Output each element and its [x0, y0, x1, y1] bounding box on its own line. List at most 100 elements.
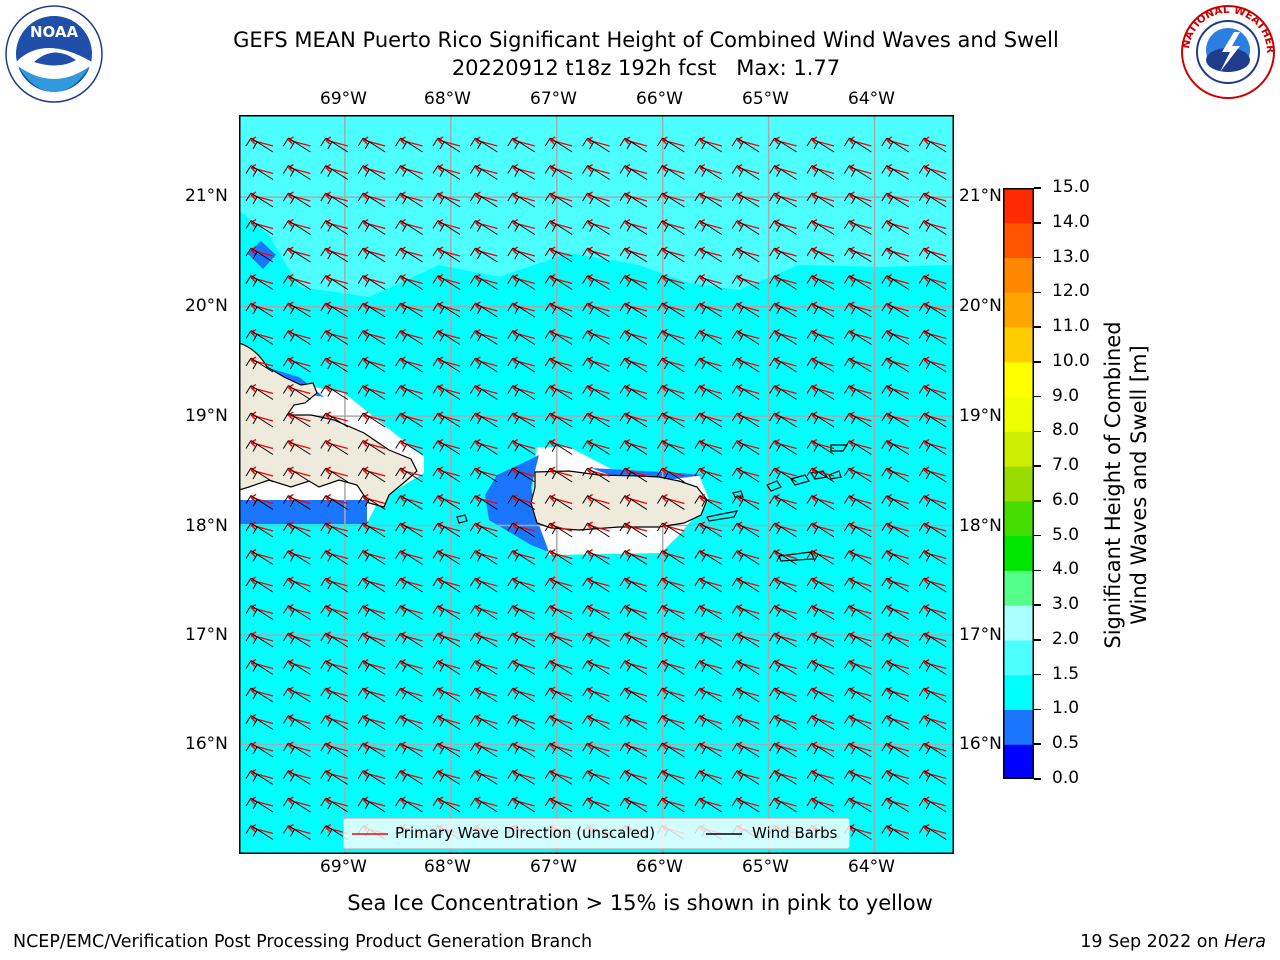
wave-arrow — [325, 411, 348, 422]
wind-barb — [469, 467, 498, 483]
wind-barb — [544, 165, 573, 180]
wind-barb — [694, 275, 723, 290]
colorbar-tick-mark — [1034, 222, 1041, 224]
wind-barb — [656, 577, 685, 593]
wind-barb — [469, 550, 498, 565]
wind-barb — [544, 357, 573, 373]
wind-barb — [507, 302, 536, 318]
wind-barb — [918, 687, 947, 703]
wave-arrow — [325, 383, 348, 395]
wave-arrow — [474, 631, 498, 642]
wave-arrow — [736, 713, 760, 725]
wave-arrow — [587, 521, 610, 532]
wave-arrow — [512, 658, 535, 670]
wind-barb — [881, 467, 910, 483]
wind-barb — [507, 577, 536, 593]
wind-barb — [245, 742, 274, 758]
wind-barb — [881, 522, 910, 538]
wave-arrow — [774, 603, 797, 615]
wind-barb — [245, 660, 274, 675]
wave-arrow — [699, 136, 722, 147]
wave-arrow — [699, 273, 722, 285]
wave-arrow — [923, 383, 947, 395]
lon-label: 64°W — [848, 89, 895, 109]
vieques-island — [706, 510, 739, 522]
noaa-logo-text: NOAA — [30, 23, 79, 41]
wind-barb — [769, 137, 797, 153]
wind-barb — [507, 192, 536, 208]
wave-arrow — [923, 741, 947, 752]
wind-barb — [245, 220, 274, 235]
wave-arrow — [287, 823, 311, 835]
wind-barb — [656, 385, 685, 400]
wind-barb — [881, 385, 910, 400]
wind-barb — [843, 605, 872, 620]
wave-arrow — [886, 438, 909, 450]
wave-arrow — [549, 301, 573, 312]
wind-barb — [544, 330, 573, 345]
wave-arrow — [886, 576, 909, 587]
wave-arrow — [661, 191, 685, 202]
wave-arrow — [437, 136, 461, 147]
wave-arrow — [587, 273, 610, 285]
wind-barb — [694, 247, 723, 263]
wind-barb — [656, 137, 685, 153]
wind-barb — [357, 577, 386, 593]
wave-arrow — [549, 246, 573, 257]
wind-barb — [357, 467, 386, 483]
wind-barb — [918, 495, 947, 510]
wave-arrow — [811, 218, 835, 230]
wind-barb — [432, 632, 461, 648]
colorbar-tick-mark — [1034, 569, 1041, 572]
wave-arrow — [923, 686, 947, 697]
wind-barb — [619, 467, 648, 483]
wave-arrow — [736, 246, 760, 257]
wave-arrow — [624, 768, 648, 780]
wind-barb — [282, 742, 311, 758]
wave-arrow — [325, 576, 348, 587]
wind-barb — [843, 247, 872, 263]
wave-arrow — [400, 521, 423, 532]
wind-barb — [656, 632, 685, 648]
wave-arrow — [400, 576, 423, 587]
wind-barb — [320, 247, 349, 263]
wave-arrow — [661, 796, 685, 807]
wave-arrow — [362, 548, 386, 560]
wave-arrow — [736, 493, 760, 505]
wind-barb — [469, 192, 498, 208]
nws-logo: NATIONAL WEATHER SERVICE — [1174, 0, 1278, 102]
wave-arrow — [474, 768, 498, 780]
wave-arrow — [549, 713, 573, 725]
wave-arrow — [362, 631, 386, 642]
wind-barb — [843, 522, 872, 538]
wind-barb — [881, 137, 910, 153]
wind-barb — [282, 357, 311, 373]
wind-barb — [469, 302, 498, 318]
wind-barb — [843, 330, 872, 345]
wave-arrow — [923, 576, 947, 587]
wind-barb — [619, 660, 648, 675]
wind-barb — [769, 412, 797, 428]
wind-barb — [395, 550, 423, 565]
wind-barb — [320, 275, 349, 290]
wind-barb — [731, 687, 760, 703]
wave-arrow — [400, 658, 423, 670]
wind-barb — [507, 687, 536, 703]
wind-barb — [582, 192, 610, 208]
wind-barb — [881, 797, 910, 813]
wave-arrow — [437, 163, 461, 175]
wind-barb — [245, 357, 274, 373]
wave-arrow — [736, 383, 760, 395]
wave-arrow — [886, 163, 909, 175]
wave-arrow — [287, 796, 311, 807]
wave-arrow — [512, 796, 535, 807]
wave-arrow — [549, 438, 573, 450]
wind-barb — [619, 165, 648, 180]
wind-barb — [432, 742, 461, 758]
wave-arrow — [400, 548, 423, 560]
wave-arrow — [886, 411, 909, 422]
wind-barb — [769, 357, 797, 373]
wind-barb — [357, 522, 386, 538]
wave-arrow — [699, 301, 722, 312]
wave-arrow — [624, 136, 648, 147]
